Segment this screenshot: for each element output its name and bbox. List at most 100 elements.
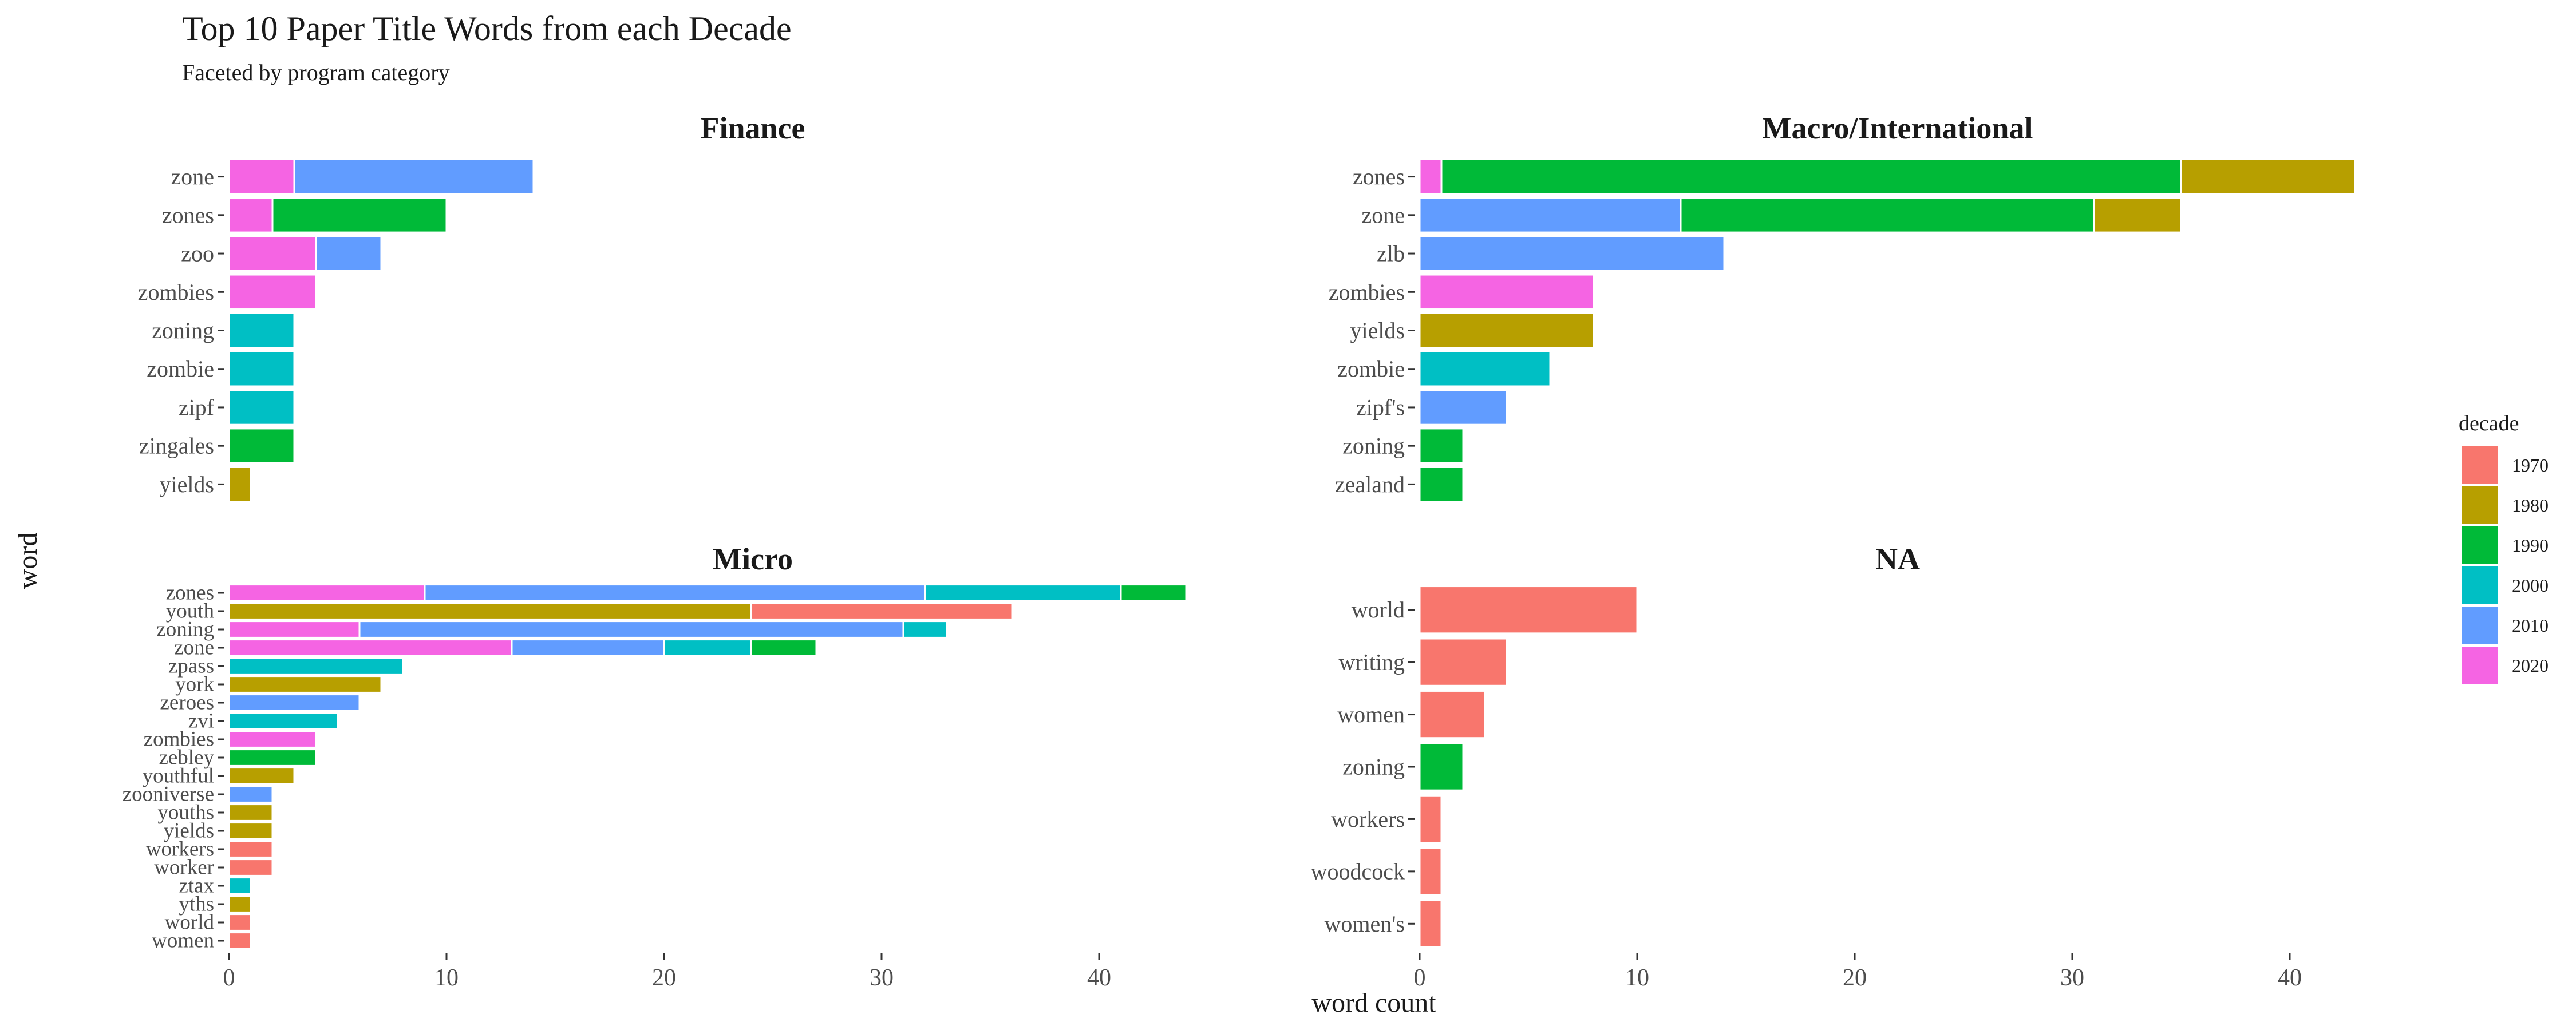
- bar-segment-worker-1970: [228, 858, 274, 877]
- y-tick-label: zombie: [1337, 356, 1405, 382]
- x-tick-label: 0: [1414, 965, 1426, 991]
- legend-label-2020: 2020: [2512, 655, 2549, 676]
- y-tick-label: world: [1352, 597, 1405, 623]
- bar-segment-zone-1990: [1680, 197, 2095, 233]
- y-tick-label: zone: [174, 636, 214, 660]
- y-tick-label: zoning: [1342, 754, 1405, 780]
- bar-segment-woodcock-1970: [1419, 847, 1443, 896]
- bar-segment-zingales-1990: [228, 427, 295, 464]
- bar-segment-ztax-2000: [228, 877, 252, 895]
- y-tick-label: women's: [1324, 911, 1405, 937]
- y-tick-label: writing: [1338, 649, 1405, 675]
- bar-segment-zones-1990: [271, 197, 448, 233]
- x-tick-label: 40: [2278, 965, 2302, 991]
- bar-segment-yths-1980: [228, 895, 252, 913]
- bar-segment-zones-2020: [228, 584, 426, 602]
- legend-label-2010: 2010: [2512, 615, 2549, 636]
- panel-title: Macro/International: [1763, 111, 2033, 145]
- y-tick-label: ztax: [179, 874, 214, 898]
- y-tick-label: women: [1337, 702, 1405, 727]
- bar-segment-zone-2010: [511, 639, 665, 657]
- bar-segment-women-1970: [1419, 690, 1486, 739]
- panel-title: Micro: [713, 542, 793, 576]
- legend-swatch-1980: [2462, 486, 2498, 524]
- x-tick-label: 40: [1087, 965, 1111, 991]
- bar-segment-writing-1970: [1419, 637, 1508, 687]
- bar-segment-zombies-2020: [228, 274, 317, 311]
- y-tick-label: yields: [159, 472, 214, 497]
- panel-micro: Micro zonesyouthzoningzonezpassyorkzeroes…: [123, 542, 1187, 991]
- chart-title: Top 10 Paper Title Words from each Decad…: [182, 10, 792, 47]
- y-tick-label: youths: [157, 801, 214, 825]
- y-tick-label: woodcock: [1311, 858, 1405, 884]
- legend-swatch-1970: [2462, 446, 2498, 484]
- x-tick-label: 30: [870, 965, 894, 991]
- bar-segment-zoo-2010: [315, 235, 382, 272]
- bar-segment-workers-1970: [1419, 794, 1443, 844]
- bar-segment-zone-2000: [663, 639, 752, 657]
- bar-segment-zones-1990: [1440, 158, 2182, 195]
- y-tick-label: zone: [1361, 202, 1405, 228]
- bar-segment-zone-1980: [2093, 197, 2182, 233]
- y-tick-label: zoo: [181, 241, 214, 267]
- y-tick-label: workers: [146, 838, 214, 861]
- y-tick-label: zombies: [138, 279, 214, 305]
- y-tick-label: workers: [1331, 806, 1405, 832]
- bar-segment-yields-1980: [228, 822, 274, 840]
- legend-label-2000: 2000: [2512, 575, 2549, 596]
- y-tick-label: zlb: [1377, 241, 1405, 267]
- bar-segment-zeroes-2010: [228, 694, 361, 712]
- bar-segment-zombies-2020: [228, 730, 317, 748]
- x-tick-label: 0: [223, 965, 235, 991]
- bar-segment-world-1970: [228, 913, 252, 932]
- y-tick-label: zones: [166, 581, 214, 605]
- bar-segment-zpass-2000: [228, 657, 404, 675]
- legend: decade 1970 1980 1990 2000 2010 2020: [2459, 411, 2549, 684]
- bar-segment-zvi-2000: [228, 712, 339, 730]
- chart-subtitle: Faceted by program category: [182, 60, 450, 85]
- y-tick-label: zoning: [1342, 433, 1405, 459]
- bar-segment-youth-1980: [228, 602, 752, 620]
- legend-label-1990: 1990: [2512, 535, 2549, 556]
- y-tick-label: zvi: [188, 710, 214, 733]
- y-tick-label: zoning: [152, 318, 214, 343]
- legend-swatch-2000: [2462, 566, 2498, 604]
- y-tick-label: zealand: [1335, 472, 1405, 497]
- legend-label-1980: 1980: [2512, 495, 2549, 516]
- y-tick-label: women: [152, 929, 214, 953]
- y-tick-label: zipf: [179, 394, 215, 420]
- bar-segment-zebley-1990: [228, 748, 317, 767]
- bar-segment-yields-1980: [228, 466, 252, 503]
- bar-segment-zone-1990: [750, 639, 817, 657]
- bar-segment-zombie-2000: [228, 350, 295, 387]
- y-tick-label: zpass: [168, 655, 214, 678]
- panel-title: Finance: [701, 111, 805, 145]
- y-tick-label: zombies: [1329, 279, 1405, 305]
- x-tick-label: 10: [434, 965, 459, 991]
- bar-segment-yields-1980: [1419, 312, 1595, 349]
- bar-segment-zombies-2020: [1419, 274, 1595, 311]
- bar-segment-zones-1980: [2180, 158, 2356, 195]
- bar-segment-zipf-s-2010: [1419, 389, 1508, 426]
- legend-swatch-1990: [2462, 526, 2498, 564]
- bar-segment-youths-1980: [228, 803, 274, 822]
- x-tick-label: 20: [652, 965, 676, 991]
- bar-segment-world-1970: [1419, 585, 1638, 635]
- y-tick-label: zeroes: [160, 691, 215, 715]
- bar-segment-zombie-2000: [1419, 350, 1551, 387]
- bar-segment-zone-2010: [1419, 197, 1682, 233]
- y-tick-label: zipf's: [1356, 394, 1405, 420]
- bar-segment-zone-2020: [228, 158, 295, 195]
- bar-segment-york-1980: [228, 675, 382, 694]
- bar-segment-zoning-2000: [902, 620, 948, 639]
- y-tick-label: youthful: [143, 764, 214, 788]
- bar-segment-zoning-1990: [1419, 427, 1464, 464]
- bar-segment-zones-2000: [924, 584, 1122, 602]
- y-axis-title: word: [13, 533, 43, 589]
- bar-segment-zoning-2010: [358, 620, 904, 639]
- bar-segment-zones-2010: [424, 584, 926, 602]
- legend-label-1970: 1970: [2512, 455, 2549, 476]
- bar-segment-zoning-2020: [228, 620, 361, 639]
- panel-na: NA world writing women zoning workers woodcock…: [1311, 542, 2302, 991]
- y-tick-label: yields: [164, 819, 214, 843]
